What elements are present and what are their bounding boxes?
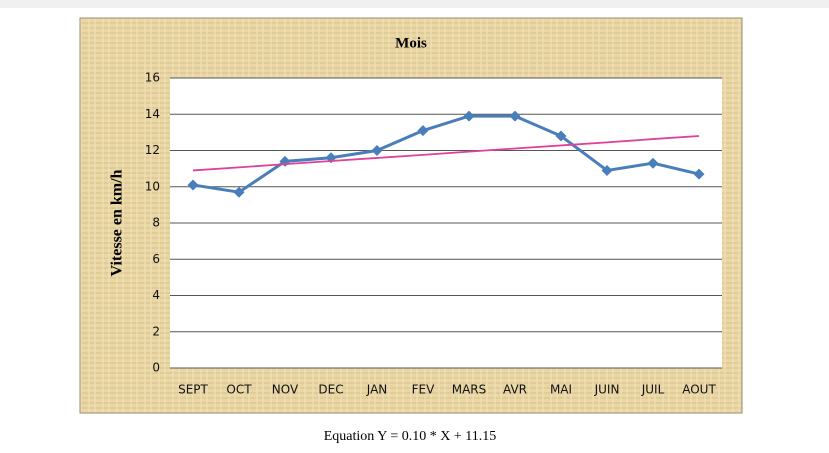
y-tick-label: 14 <box>145 107 160 121</box>
y-tick-label: 0 <box>152 361 160 375</box>
x-tick-label: JUIL <box>641 383 665 397</box>
marker <box>509 110 521 122</box>
x-tick-label: NOV <box>272 383 299 397</box>
y-tick-label: 2 <box>152 324 160 338</box>
x-tick-label: FEV <box>412 383 435 397</box>
x-tick-label: SEPT <box>178 383 208 397</box>
x-tick-label: AVR <box>503 383 527 397</box>
marker <box>555 130 567 142</box>
marker <box>647 157 659 169</box>
x-tick-label: MAI <box>550 383 572 397</box>
series-line <box>192 114 700 194</box>
x-tick-label: MARS <box>452 383 487 397</box>
marker <box>371 145 383 156</box>
x-tick-label: AOUT <box>682 383 716 397</box>
y-tick-label: 12 <box>145 143 160 157</box>
y-axis-label: Vitesse en km/h <box>109 169 126 276</box>
marker <box>417 125 429 137</box>
marker <box>693 168 705 180</box>
chart-title: Mois <box>395 35 427 51</box>
x-tick-label: JUIN <box>594 383 620 397</box>
marker <box>463 110 475 122</box>
marker <box>601 164 613 176</box>
y-tick-label: 10 <box>145 179 160 193</box>
x-tick-label: JAN <box>366 383 388 397</box>
top-strip <box>0 0 829 8</box>
x-tick-label: DEC <box>318 383 343 397</box>
x-tick-label: OCT <box>226 383 252 397</box>
y-tick-label: 8 <box>152 216 160 230</box>
marker <box>233 186 245 198</box>
y-tick-label: 6 <box>152 252 160 266</box>
caption: Equation Y = 0.10 * X + 11.15 <box>324 429 497 444</box>
series-line <box>192 135 700 172</box>
marker <box>187 179 199 191</box>
y-tick-label: 16 <box>145 71 160 85</box>
y-tick-label: 4 <box>152 288 160 302</box>
